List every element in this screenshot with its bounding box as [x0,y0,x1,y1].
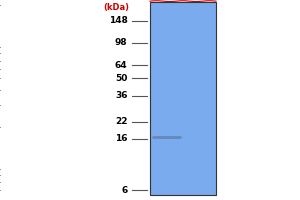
Text: 64: 64 [115,61,128,70]
Text: 148: 148 [109,16,128,25]
Text: 50: 50 [115,74,128,83]
Text: (kDa): (kDa) [103,3,129,12]
Text: 98: 98 [115,38,128,47]
Text: 6: 6 [121,186,127,195]
Text: 16: 16 [115,134,128,143]
Text: 36: 36 [115,91,128,100]
Text: 22: 22 [115,117,128,126]
Bar [150,2,216,195]
